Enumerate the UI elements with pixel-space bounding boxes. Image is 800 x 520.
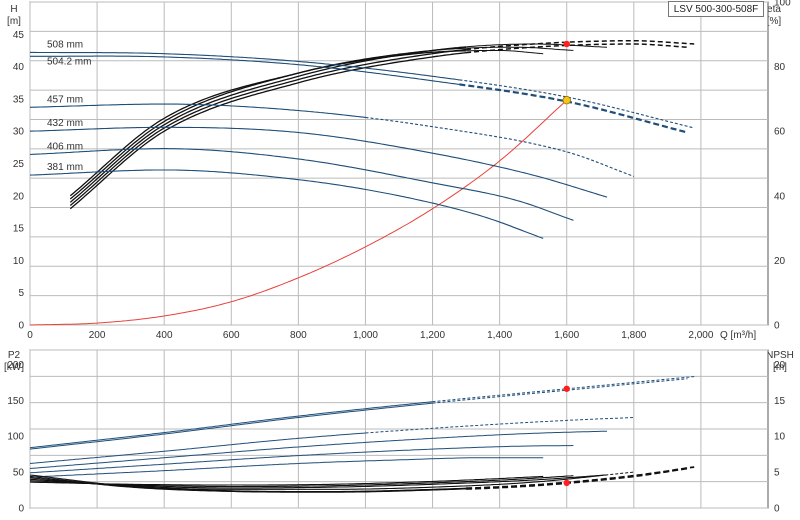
bottom-left-tick-label: 200 (7, 360, 24, 371)
x-tick-label: 1,400 (487, 330, 512, 341)
head-curve (29, 126, 608, 198)
bottom-right-tick-label: 15 (774, 396, 786, 407)
duty-point-npsh (563, 479, 570, 487)
top-left-tick-label: 15 (13, 224, 25, 235)
top-left-tick-label: 40 (13, 62, 25, 73)
x-tick-label: 1,600 (554, 330, 579, 341)
x-tick-label: 1,800 (621, 330, 646, 341)
duty-point-head (562, 95, 571, 105)
top-plot-frame (29, 1, 769, 326)
bottom-left-tick-label: 50 (13, 468, 25, 479)
head-curve-label: 457 mm (47, 94, 83, 105)
bottom-right-tick-label: 5 (774, 468, 780, 479)
head-curve (29, 169, 544, 239)
power-curve (29, 432, 366, 464)
duty-point-efficiency (563, 40, 570, 48)
efficiency-curve-ext (466, 40, 695, 51)
x-tick-label: 400 (156, 330, 173, 341)
x-tick-label: 2,000 (688, 330, 713, 341)
bottom-left-axis-label-line1: P2 (8, 350, 21, 361)
power-curve (29, 445, 574, 474)
top-left-tick-label: 35 (13, 94, 25, 105)
power-curve (29, 457, 544, 478)
duty-point-power (563, 385, 570, 392)
power-curve (29, 401, 433, 449)
top-right-tick-label: 60 (774, 127, 786, 138)
efficiency-curve (69, 50, 467, 197)
head-curve-label: 432 mm (47, 118, 83, 129)
x-tick-label: 1,000 (353, 330, 378, 341)
power-curve (29, 430, 607, 469)
x-tick-label: 600 (223, 330, 240, 341)
x-tick-label: 0 (27, 330, 33, 341)
bottom-left-axis-label-line2: [kW] (4, 362, 24, 373)
top-right-tick-label: 40 (774, 191, 786, 202)
head-curve-label: 406 mm (47, 141, 83, 152)
efficiency-curve-ext (466, 43, 688, 54)
head-curve (29, 148, 574, 221)
top-right-tick-label: 80 (774, 62, 786, 73)
head-curve-label: 504.2 mm (47, 56, 91, 67)
top-left-tick-label: 5 (18, 288, 24, 299)
head-curve-label: 381 mm (47, 162, 83, 173)
bottom-left-tick-label: 0 (18, 504, 24, 515)
x-tick-label: 200 (89, 330, 106, 341)
npsh-curve (29, 475, 544, 486)
top-right-axis-label-line2: [%] (767, 16, 782, 27)
npsh-curve (29, 475, 601, 490)
top-left-tick-label: 30 (13, 127, 25, 138)
efficiency-curve-ext (466, 46, 574, 51)
head-efficiency-panel: H [m] eta [%] Q [m³/h] 0 5 10 15 20 25 30 35 40 4… (7, 0, 791, 341)
power-curve (29, 402, 433, 450)
top-left-tick-label: 20 (13, 191, 25, 202)
head-curve (30, 55, 460, 85)
x-tick-label: 800 (290, 330, 307, 341)
bottom-right-tick-label: 10 (774, 432, 786, 443)
head-curve (30, 51, 460, 81)
top-left-axis-label-line2: [m] (7, 16, 21, 27)
top-right-axis-label-line1: eta (767, 4, 781, 15)
top-right-tick-label: 100 (774, 0, 791, 9)
head-curve (29, 103, 366, 118)
power-curve-ext (432, 376, 695, 403)
efficiency-curve (69, 48, 467, 206)
head-curve-ext (459, 83, 688, 134)
bottom-right-axis-label-line1: NPSH (766, 350, 794, 361)
system-curve (29, 99, 568, 326)
top-left-tick-label: 45 (13, 30, 25, 41)
top-left-tick-label: 25 (13, 159, 25, 170)
efficiency-curve-ext (466, 43, 608, 48)
head-curve-ext (365, 116, 634, 177)
bottom-left-tick-label: 150 (7, 396, 24, 407)
efficiency-curve (69, 52, 467, 210)
bottom-right-axis-label-line2: [m] (773, 362, 787, 373)
bottom-left-tick-label: 100 (7, 432, 24, 443)
x-axis-label: Q [m³/h] (720, 330, 756, 341)
head-curve-label: 508 mm (47, 39, 83, 50)
x-tick-label: 1,200 (420, 330, 445, 341)
top-right-tick-label: 20 (774, 256, 786, 267)
power-npsh-panel: P2 [kW] NPSH [m] 0 50 100 150 200 0 5 10 15 20 (4, 349, 794, 515)
bottom-right-tick-label: 0 (774, 504, 780, 515)
efficiency-curve-ext (466, 50, 544, 55)
bottom-right-tick-label: 20 (774, 360, 786, 371)
top-right-tick-label: 0 (774, 321, 780, 332)
top-left-tick-label: 0 (18, 321, 24, 332)
top-left-axis-label-line1: H (10, 4, 17, 15)
npsh-curve (29, 474, 608, 489)
pump-model-label: LSV 500-300-508F (668, 1, 764, 17)
top-left-tick-label: 10 (13, 256, 25, 267)
npsh-curve-ext (466, 467, 688, 490)
power-curve-ext (432, 378, 688, 404)
